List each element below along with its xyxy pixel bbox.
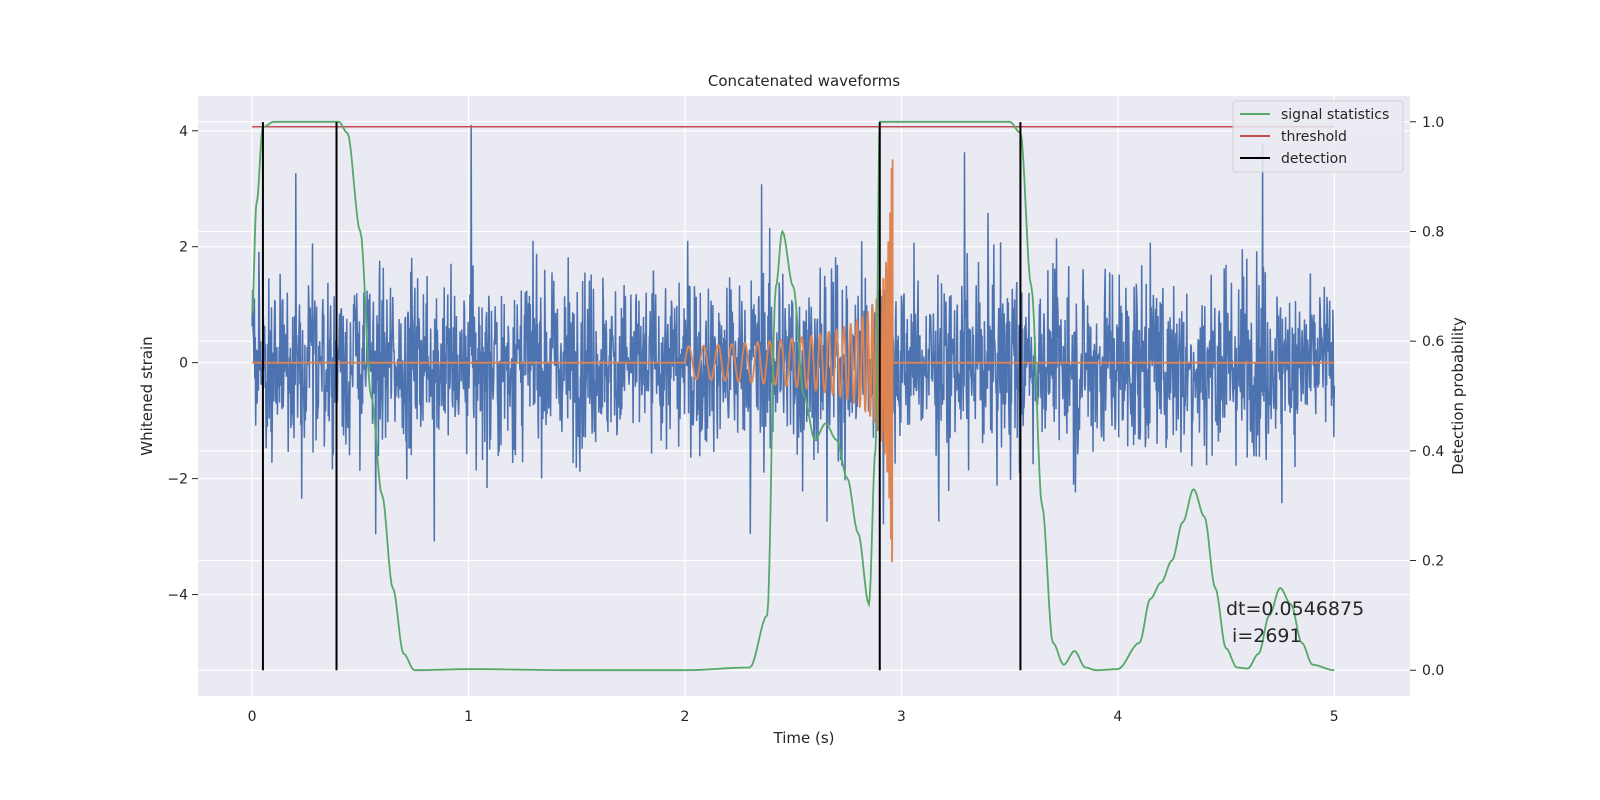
y-tick-label-left: 4	[179, 124, 188, 140]
y-tick-label-right: 0.8	[1422, 224, 1444, 240]
x-tick-label: 3	[897, 709, 906, 725]
legend-label-detection: detection	[1281, 151, 1347, 167]
legend-label-threshold: threshold	[1281, 129, 1347, 145]
y-tick-label-left: −2	[167, 472, 188, 488]
y-tick-label-right: 0.6	[1422, 334, 1444, 350]
legend-label-signal-statistics: signal statistics	[1281, 107, 1389, 123]
y-axis-label-right: Detection probability	[1449, 317, 1467, 475]
series-whitened-strain	[251, 124, 1336, 542]
detection-lines	[261, 122, 1022, 671]
legend: signal statistics threshold detection	[1232, 100, 1404, 173]
annotation-dt: dt=0.0546875	[1226, 598, 1364, 620]
y-tick-label-right: 0.0	[1422, 663, 1444, 679]
x-tick-label: 1	[464, 709, 473, 725]
annotation-i: i=2691	[1226, 625, 1302, 647]
y-tick-label-right: 1.0	[1422, 115, 1444, 131]
y-tick-label-right: 0.2	[1422, 554, 1444, 570]
legend-box	[1232, 100, 1404, 173]
y-tick-label-left: 0	[179, 356, 188, 372]
y-tick-label-right: 0.4	[1422, 444, 1444, 460]
series-signal-statistics	[251, 120, 1335, 672]
x-tick-label: 2	[681, 709, 690, 725]
chart-title: Concatenated waveforms	[708, 72, 900, 90]
x-tick-label: 5	[1330, 709, 1339, 725]
y-tick-label-left: −4	[167, 588, 188, 604]
x-tick-label: 0	[248, 709, 257, 725]
x-tick-label: 4	[1113, 709, 1122, 725]
series-injected-waveform	[252, 159, 1335, 563]
x-axis-label: Time (s)	[773, 729, 835, 747]
y-tick-label-left: 2	[179, 240, 188, 256]
y-axis-label-left: Whitened strain	[138, 336, 156, 455]
axes-ticks: 0 1 2 3 4 5 −4 −2 0 2 4 0.0 0.2 0.4 0.6 0.8 1.0	[167, 115, 1444, 725]
grid	[198, 96, 1410, 696]
